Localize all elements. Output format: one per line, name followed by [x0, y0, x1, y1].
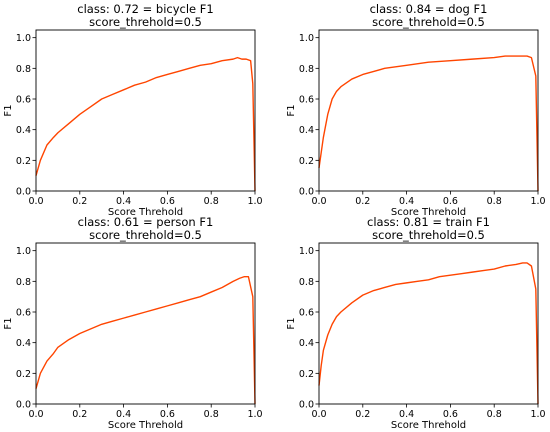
y-tick-label: 1.0 — [16, 246, 31, 257]
y-tick-label: 0.2 — [16, 156, 31, 167]
chart-subtitle: score_threhold=0.5 — [89, 15, 202, 29]
x-tick-label: 0.8 — [487, 409, 502, 420]
f1-curve-line — [319, 56, 538, 191]
y-tick-label: 0.4 — [16, 338, 31, 349]
y-tick-label: 0.6 — [299, 308, 314, 319]
f1-curve-line — [319, 263, 538, 404]
chart-subtitle: score_threhold=0.5 — [372, 228, 485, 242]
x-tick-label: 0.6 — [443, 196, 458, 207]
subplot-4: class: 0.81 = train F1score_threhold=0.5… — [286, 215, 546, 431]
y-tick-label: 1.0 — [299, 33, 314, 44]
y-axis-label: F1 — [3, 104, 14, 116]
y-tick-label: 0.2 — [16, 369, 31, 380]
y-tick-label: 0.6 — [16, 95, 31, 106]
y-axis-label: F1 — [3, 317, 14, 329]
y-tick-label: 0.0 — [299, 187, 314, 198]
y-tick-label: 1.0 — [16, 33, 31, 44]
f1-curve-line — [36, 58, 255, 191]
chart-subtitle: score_threhold=0.5 — [89, 228, 202, 242]
f1-curve-line — [36, 277, 255, 404]
y-tick-label: 0.4 — [299, 125, 314, 136]
x-tick-label: 0.0 — [311, 196, 326, 207]
subplot-1: class: 0.72 = bicycle F1score_threhold=0… — [3, 2, 263, 218]
x-tick-label: 0.8 — [204, 196, 219, 207]
x-tick-label: 0.0 — [28, 196, 43, 207]
x-tick-label: 0.4 — [116, 409, 131, 420]
y-tick-label: 0.0 — [299, 400, 314, 411]
x-tick-label: 0.6 — [160, 409, 175, 420]
y-tick-label: 0.4 — [16, 125, 31, 136]
x-tick-label: 0.2 — [355, 409, 370, 420]
x-tick-label: 0.4 — [399, 409, 414, 420]
y-tick-label: 0.0 — [16, 187, 31, 198]
x-tick-label: 1.0 — [247, 409, 262, 420]
chart-title: class: 0.72 = bicycle F1 — [77, 2, 213, 16]
chart-title: class: 0.84 = dog F1 — [370, 2, 488, 16]
chart-subtitle: score_threhold=0.5 — [372, 15, 485, 29]
y-tick-label: 0.4 — [299, 338, 314, 349]
x-axis-label: Score Threhold — [391, 420, 466, 431]
plot-area-frame — [36, 30, 255, 191]
y-tick-label: 0.8 — [16, 64, 31, 75]
plot-area-frame — [319, 30, 538, 191]
x-tick-label: 0.4 — [116, 196, 131, 207]
x-axis-label: Score Threhold — [108, 420, 183, 431]
x-tick-label: 1.0 — [247, 196, 262, 207]
x-tick-label: 0.2 — [72, 409, 87, 420]
y-tick-label: 0.8 — [299, 64, 314, 75]
plot-area-frame — [36, 243, 255, 404]
x-tick-label: 0.2 — [355, 196, 370, 207]
y-axis-label: F1 — [286, 317, 297, 329]
chart-title: class: 0.61 = person F1 — [78, 215, 214, 229]
x-tick-label: 0.8 — [204, 409, 219, 420]
y-tick-label: 0.2 — [299, 369, 314, 380]
x-tick-label: 0.2 — [72, 196, 87, 207]
y-tick-label: 0.6 — [299, 95, 314, 106]
y-tick-label: 0.6 — [16, 308, 31, 319]
y-axis-label: F1 — [286, 104, 297, 116]
x-tick-label: 0.0 — [311, 409, 326, 420]
x-tick-label: 0.0 — [28, 409, 43, 420]
x-tick-label: 0.6 — [160, 196, 175, 207]
y-tick-label: 0.0 — [16, 400, 31, 411]
y-tick-label: 1.0 — [299, 246, 314, 257]
y-tick-label: 0.8 — [16, 277, 31, 288]
y-tick-label: 0.2 — [299, 156, 314, 167]
x-tick-label: 0.6 — [443, 409, 458, 420]
plot-area-frame — [319, 243, 538, 404]
x-tick-label: 1.0 — [530, 409, 545, 420]
subplot-3: class: 0.61 = person F1score_threhold=0.… — [3, 215, 263, 431]
x-tick-label: 1.0 — [530, 196, 545, 207]
x-tick-label: 0.8 — [487, 196, 502, 207]
x-tick-label: 0.4 — [399, 196, 414, 207]
y-tick-label: 0.8 — [299, 277, 314, 288]
chart-title: class: 0.81 = train F1 — [367, 215, 490, 229]
